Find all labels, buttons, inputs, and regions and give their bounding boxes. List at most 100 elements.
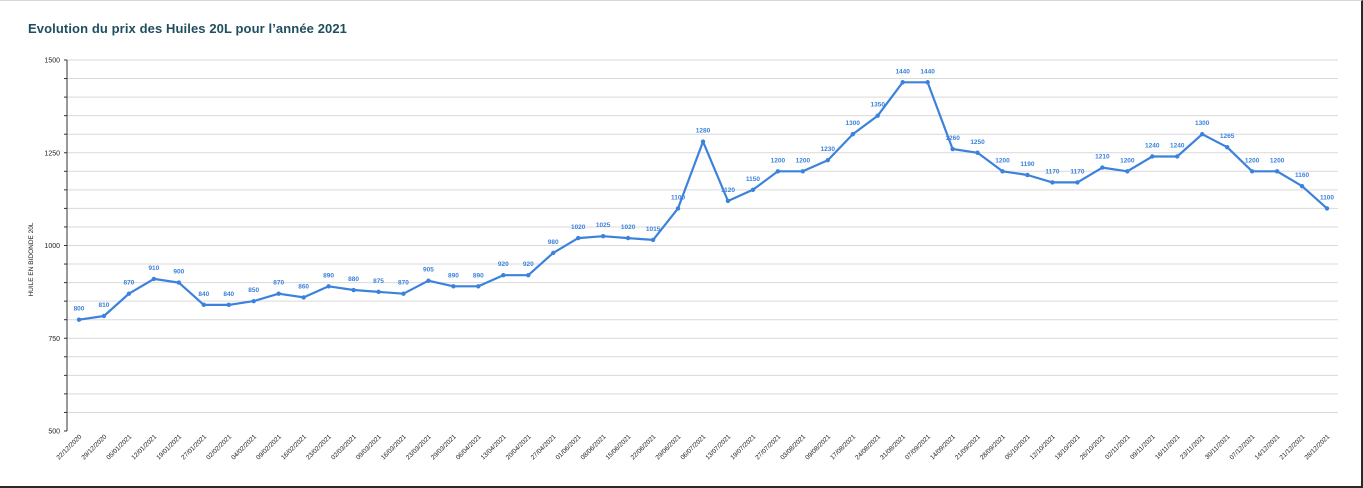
- data-point: [251, 298, 256, 304]
- x-tick-label: 04/02/2021: [230, 433, 258, 461]
- data-point: [600, 234, 606, 239]
- data-label: 840: [223, 291, 234, 298]
- data-point: [76, 317, 82, 322]
- x-tick-label: 13/07/2021: [704, 433, 732, 461]
- data-label: 870: [123, 280, 134, 287]
- data-point: [725, 198, 731, 204]
- data-label: 1190: [1020, 161, 1034, 168]
- x-tick-label: 20/04/2021: [505, 433, 533, 461]
- data-label: 1260: [945, 135, 960, 142]
- data-label: 1015: [646, 226, 661, 233]
- x-tick-label: 02/11/2021: [1104, 433, 1132, 461]
- data-label: 1265: [1220, 133, 1235, 140]
- x-tick-label: 27/04/2021: [530, 433, 558, 461]
- x-tick-label: 22/12/2020: [55, 433, 83, 461]
- data-point: [850, 132, 855, 137]
- data-label: 1300: [1195, 120, 1210, 127]
- data-label: 1020: [621, 224, 636, 231]
- x-tick-label: 26/10/2021: [1079, 433, 1107, 461]
- x-tick-label: 08/06/2021: [580, 433, 608, 461]
- data-point: [426, 278, 431, 283]
- data-point: [151, 276, 157, 282]
- data-label: 1025: [596, 222, 611, 229]
- x-tick-label: 18/10/2021: [1054, 433, 1082, 461]
- y-tick-label: 750: [48, 336, 60, 343]
- data-point: [1224, 144, 1230, 150]
- data-label: 980: [548, 239, 559, 246]
- data-label: 1350: [870, 102, 885, 109]
- data-point: [1200, 132, 1205, 137]
- data-point: [1150, 154, 1155, 159]
- x-tick-label: 27/07/2021: [754, 433, 782, 461]
- x-tick-label: 06/07/2021: [679, 433, 707, 461]
- data-point: [1075, 180, 1080, 185]
- x-tick-label: 19/07/2021: [729, 433, 757, 461]
- data-point: [875, 113, 880, 118]
- y-tick-label: 1000: [44, 243, 60, 250]
- data-label: 1160: [1295, 172, 1309, 179]
- data-label: 860: [298, 283, 309, 290]
- x-tick-label: 29/12/2020: [80, 433, 108, 461]
- data-point: [775, 169, 781, 174]
- data-point: [975, 150, 980, 155]
- x-tick-label: 13/04/2021: [480, 433, 508, 461]
- data-point: [551, 250, 556, 256]
- data-label: 1440: [895, 68, 910, 75]
- data-point: [526, 272, 531, 278]
- data-label: 1100: [671, 194, 685, 201]
- data-point: [451, 284, 456, 289]
- data-label: 1200: [771, 157, 786, 164]
- data-label: 1440: [920, 68, 935, 75]
- data-point: [301, 295, 306, 300]
- y-tick-label: 500: [48, 429, 60, 436]
- data-point: [226, 302, 231, 308]
- data-label: 840: [198, 291, 209, 298]
- data-point: [1100, 165, 1105, 170]
- data-label: 870: [398, 280, 409, 287]
- data-label: 1200: [1245, 157, 1260, 164]
- data-label: 1100: [1320, 194, 1334, 201]
- x-tick-label: 16/03/2021: [380, 433, 408, 461]
- x-tick-label: 23/02/2021: [305, 433, 333, 461]
- data-label: 1200: [995, 157, 1010, 164]
- x-tick-label: 27/01/2021: [180, 433, 208, 461]
- data-label: 1250: [970, 139, 985, 146]
- x-tick-label: 29/06/2021: [654, 433, 682, 461]
- data-point: [950, 146, 955, 152]
- data-point: [476, 284, 481, 289]
- x-tick-label: 24/08/2021: [854, 433, 882, 461]
- x-tick-label: 31/08/2021: [879, 433, 907, 461]
- data-point: [1050, 180, 1055, 185]
- data-point: [825, 157, 830, 163]
- data-label: 1210: [1095, 154, 1110, 161]
- y-axis-title: HUILE EN BIDONDE 20L: [28, 222, 35, 296]
- data-points: [76, 80, 1330, 322]
- data-label: 1240: [1170, 142, 1185, 149]
- data-label: 1170: [1070, 168, 1084, 175]
- data-point: [700, 139, 706, 144]
- data-label: 1300: [846, 120, 861, 127]
- x-tick-label: 14/09/2021: [929, 433, 957, 461]
- data-point: [126, 291, 132, 296]
- data-label: 905: [423, 267, 434, 274]
- data-point: [376, 289, 381, 295]
- data-point: [800, 169, 806, 174]
- data-point: [1324, 206, 1330, 211]
- data-label: 850: [248, 287, 259, 294]
- data-point: [1299, 183, 1305, 189]
- data-point: [1000, 169, 1005, 174]
- data-point: [1274, 169, 1280, 174]
- x-tick-label: 07/09/2021: [904, 433, 932, 461]
- data-point: [625, 235, 631, 241]
- x-tick-label: 29/03/2021: [430, 433, 458, 461]
- data-label: 1200: [1120, 157, 1135, 164]
- data-label: 1230: [821, 146, 836, 153]
- data-point: [1125, 169, 1130, 174]
- x-tick-label: 28/12/2021: [1303, 433, 1331, 461]
- data-point: [201, 302, 206, 308]
- x-tick-label: 09/11/2021: [1129, 433, 1157, 461]
- data-label: 800: [74, 306, 85, 313]
- x-tick-label: 19/01/2021: [155, 433, 183, 461]
- data-label: 890: [323, 272, 334, 279]
